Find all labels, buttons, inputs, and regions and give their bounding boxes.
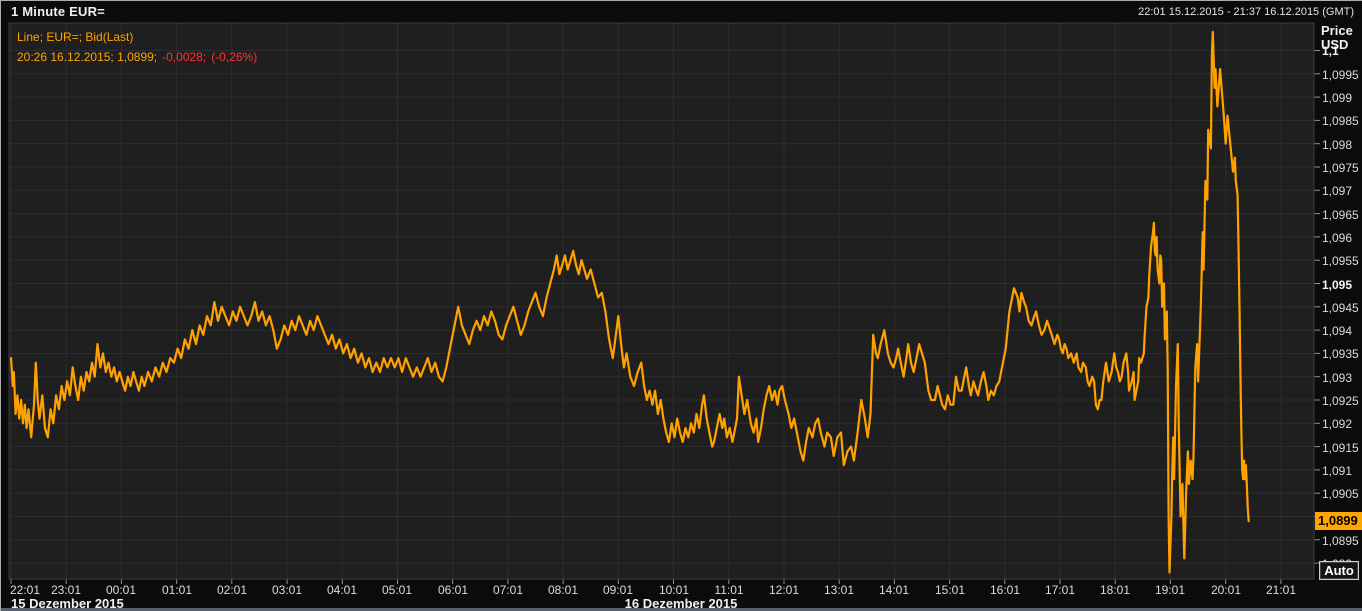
x-axis-tick-label: 13:01	[823, 583, 855, 597]
y-axis-tick-label: 1,0975	[1322, 161, 1359, 175]
x-axis-tick-label: 03:01	[271, 583, 303, 597]
y-axis-tick-label: 1,099	[1322, 91, 1353, 105]
x-axis-tick-label: 12:01	[768, 583, 800, 597]
legend-pct-change: (-0,26%)	[211, 50, 258, 64]
x-axis-tick-label: 14:01	[878, 583, 910, 597]
y-axis-tick-label: 1,094	[1322, 324, 1353, 338]
y-axis-title-line2: USD	[1321, 37, 1349, 52]
x-axis-tick-label: 20:01	[1210, 583, 1242, 597]
plot-border	[8, 22, 1315, 580]
eurusd-line-series	[9, 30, 1250, 574]
x-axis-tick-label: 19:01	[1154, 583, 1186, 597]
auto-scale-button[interactable]: Auto	[1319, 561, 1359, 580]
x-axis-tick-label: 08:01	[547, 583, 579, 597]
y-axis-tick-label: 1,097	[1322, 184, 1353, 198]
x-axis-tick-label: 15:01	[934, 583, 966, 597]
x-axis-tick-label: 02:01	[216, 583, 248, 597]
x-axis-tick-label: 06:01	[437, 583, 469, 597]
x-axis-panel-background[interactable]	[1, 579, 1362, 611]
y-axis-tick-label: 1,0895	[1322, 534, 1359, 548]
legend-series-label: Line; EUR=; Bid(Last)	[17, 30, 134, 44]
x-axis-tick-label: 17:01	[1044, 583, 1076, 597]
y-axis-tick-label: 1,0935	[1322, 347, 1359, 361]
window-bottom-edge	[1, 608, 1362, 611]
y-axis-tick-label: 1,0915	[1322, 441, 1359, 455]
y-axis-tick-label: 1,091	[1322, 464, 1353, 478]
x-axis-tick-label: 23:01	[50, 583, 82, 597]
y-axis-tick-label: 1,0905	[1322, 487, 1359, 501]
legend-last-price: 20:26 16.12.2015; 1,0899;	[17, 50, 158, 64]
y-axis-tick-label: 1,0925	[1322, 394, 1359, 408]
x-axis-tick-label: 07:01	[492, 583, 524, 597]
x-axis-tick-label: 21:01	[1265, 583, 1297, 597]
legend-net-change: -0,0028;	[162, 50, 207, 64]
y-axis-tick-label: 1,0985	[1322, 114, 1359, 128]
x-axis-tick-label: 10:01	[658, 583, 690, 597]
legend-last-values: 20:26 16.12.2015; 1,0899; -0,0028; (-0,26%…	[17, 50, 257, 64]
x-axis-tick-label: 18:01	[1099, 583, 1131, 597]
chart-title: 1 Minute EUR=	[11, 4, 105, 19]
y-axis-tick-label: 1,098	[1322, 138, 1353, 152]
title-bar: 1 Minute EUR= 22:01 15.12.2015 - 21:37 1…	[1, 1, 1362, 22]
y-axis-tick-label: 1,096	[1322, 231, 1353, 245]
x-axis-tick-label: 00:01	[105, 583, 137, 597]
y-axis-tick-label: 1,0995	[1322, 68, 1359, 82]
y-axis-tick-label: 1,0965	[1322, 208, 1359, 222]
last-price-box: 1,0899	[1315, 512, 1362, 530]
date-label: 16 Dezember 2015	[624, 596, 738, 611]
plot-background	[9, 23, 1314, 579]
x-axis-tick-label: 09:01	[602, 583, 634, 597]
x-axis-tick-label: 05:01	[381, 583, 413, 597]
y-axis-tick-label: 1,095	[1322, 278, 1353, 292]
y-axis-tick-label: 1,0955	[1322, 254, 1359, 268]
x-axis-tick-label: 11:01	[714, 583, 744, 597]
y-axis-tick-label: 1,0945	[1322, 301, 1359, 315]
y-axis-tick-label: 1,093	[1322, 371, 1353, 385]
y-axis-title: Price USD	[1321, 24, 1353, 52]
y-axis-title-line1: Price	[1321, 23, 1353, 38]
x-axis-tick-label: 01:01	[161, 583, 193, 597]
date-label: 15 Dezember 2015	[11, 596, 124, 611]
y-axis-tick-label: 1,1	[1322, 44, 1339, 58]
y-axis-tick-label: 1,092	[1322, 417, 1353, 431]
x-axis-tick-label: 04:01	[326, 583, 358, 597]
date-range-label: 22:01 15.12.2015 - 21:37 16.12.2015 (GMT…	[1138, 5, 1354, 18]
x-axis-tick-label: 22:01	[9, 583, 41, 597]
chart-legend: Line; EUR=; Bid(Last) 20:26 16.12.2015; …	[17, 30, 257, 64]
x-axis-tick-label: 16:01	[989, 583, 1021, 597]
